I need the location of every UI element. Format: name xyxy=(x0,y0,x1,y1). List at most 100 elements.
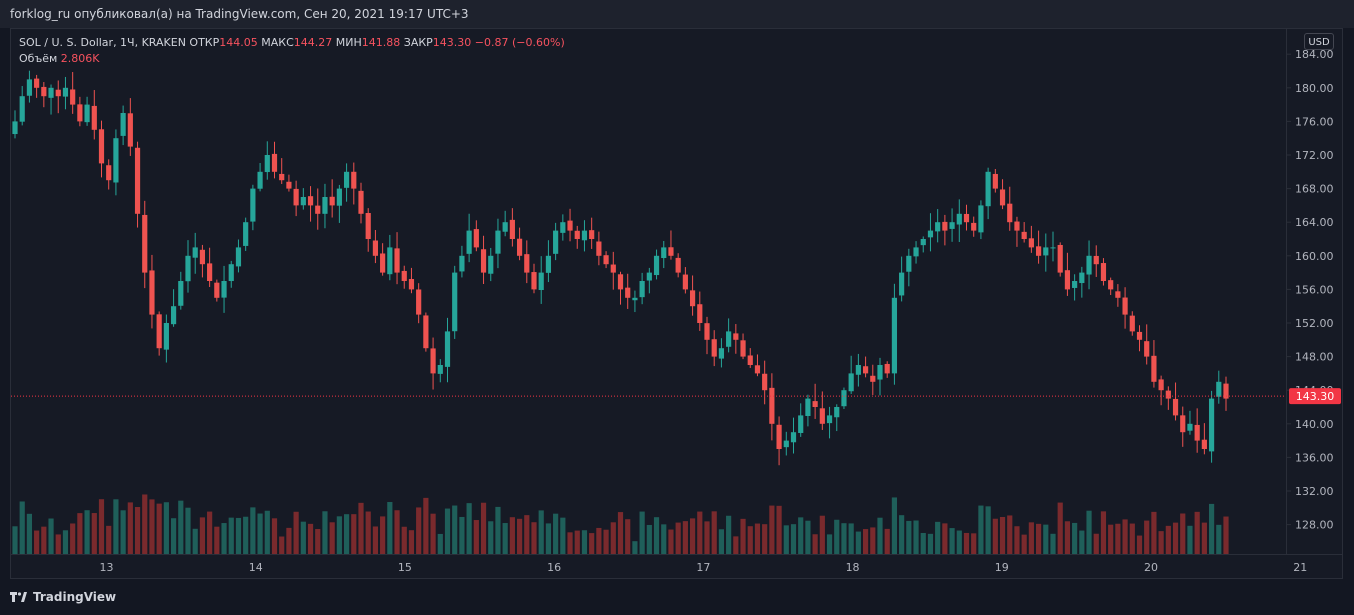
candle[interactable] xyxy=(185,240,191,293)
candle[interactable] xyxy=(884,361,890,378)
candle[interactable] xyxy=(697,291,703,331)
candle[interactable] xyxy=(682,267,688,294)
candle[interactable] xyxy=(430,337,436,390)
candle[interactable] xyxy=(271,141,278,179)
candle[interactable] xyxy=(163,314,169,363)
candle[interactable] xyxy=(935,209,941,243)
candle[interactable] xyxy=(1028,225,1034,253)
candle[interactable] xyxy=(408,267,415,294)
candle[interactable] xyxy=(473,220,479,252)
candle[interactable] xyxy=(1208,390,1215,463)
candle[interactable] xyxy=(502,210,508,237)
candle[interactable] xyxy=(70,72,76,114)
candle[interactable] xyxy=(726,318,732,353)
candle[interactable] xyxy=(243,217,249,251)
candle[interactable] xyxy=(891,283,898,385)
candle[interactable] xyxy=(812,383,818,419)
candle[interactable] xyxy=(1050,231,1056,262)
candle[interactable] xyxy=(538,256,544,304)
candle[interactable] xyxy=(149,254,155,329)
candle[interactable] xyxy=(992,169,998,193)
candle[interactable] xyxy=(675,253,681,278)
candle[interactable] xyxy=(1007,186,1013,231)
candle[interactable] xyxy=(1216,370,1222,404)
candle[interactable] xyxy=(1122,287,1128,329)
candle[interactable] xyxy=(488,247,494,282)
candle[interactable] xyxy=(199,244,206,278)
candle[interactable] xyxy=(754,354,761,377)
candle[interactable] xyxy=(581,220,588,252)
candle[interactable] xyxy=(300,188,306,210)
candle[interactable] xyxy=(1108,277,1114,295)
candle[interactable] xyxy=(805,394,811,427)
candle[interactable] xyxy=(668,230,674,260)
candle[interactable] xyxy=(41,82,47,108)
candle[interactable] xyxy=(985,167,991,220)
candle[interactable] xyxy=(913,241,919,264)
candle[interactable] xyxy=(207,247,213,287)
candle[interactable] xyxy=(91,90,97,140)
candle[interactable] xyxy=(459,245,465,278)
candle[interactable] xyxy=(329,179,335,218)
candle[interactable] xyxy=(1100,258,1107,286)
candle[interactable] xyxy=(365,208,371,252)
candle[interactable] xyxy=(783,431,789,456)
candlestick-chart[interactable] xyxy=(11,29,1286,554)
time-axis[interactable]: 13 14 15 16 17 18 19 20 21 xyxy=(11,554,1342,578)
candle[interactable] xyxy=(480,235,487,285)
candle[interactable] xyxy=(740,333,746,360)
candle[interactable] xyxy=(906,248,912,287)
candle[interactable] xyxy=(1057,242,1063,277)
candle[interactable] xyxy=(646,267,652,294)
candle[interactable] xyxy=(1064,252,1071,296)
candle[interactable] xyxy=(762,360,768,405)
candle[interactable] xyxy=(127,98,133,156)
candle[interactable] xyxy=(250,184,256,231)
candle[interactable] xyxy=(776,416,782,466)
candle[interactable] xyxy=(545,240,552,283)
candle[interactable] xyxy=(466,213,472,263)
candle[interactable] xyxy=(855,353,861,387)
candle[interactable] xyxy=(1129,311,1135,336)
candle[interactable] xyxy=(372,230,379,264)
candle[interactable] xyxy=(769,373,775,441)
candle[interactable] xyxy=(574,225,580,249)
candle[interactable] xyxy=(221,265,227,313)
candle[interactable] xyxy=(307,186,314,222)
candle[interactable] xyxy=(920,236,926,253)
currency-button[interactable]: USD xyxy=(1304,33,1334,50)
candle[interactable] xyxy=(134,141,141,228)
candle[interactable] xyxy=(971,216,977,237)
candle[interactable] xyxy=(790,417,797,454)
candle[interactable] xyxy=(589,217,595,249)
chart-plot-area[interactable]: SOL / U. S. Dollar, 1Ч, KRAKEN ОТКР144.0… xyxy=(11,29,1286,554)
candle[interactable] xyxy=(1043,233,1049,272)
candle[interactable] xyxy=(689,275,696,316)
candle[interactable] xyxy=(711,330,717,367)
candle[interactable] xyxy=(156,311,162,356)
candle[interactable] xyxy=(978,200,984,240)
candle[interactable] xyxy=(416,283,422,324)
candle[interactable] xyxy=(1093,245,1099,277)
candle[interactable] xyxy=(949,208,955,242)
candle[interactable] xyxy=(293,180,299,217)
candle[interactable] xyxy=(192,232,198,274)
candle[interactable] xyxy=(509,208,515,247)
candle[interactable] xyxy=(343,163,350,202)
candle[interactable] xyxy=(826,406,833,439)
candle[interactable] xyxy=(653,249,660,280)
candle[interactable] xyxy=(798,403,804,437)
candle[interactable] xyxy=(942,214,948,246)
candle[interactable] xyxy=(387,234,393,281)
candle[interactable] xyxy=(315,188,321,230)
candle[interactable] xyxy=(963,204,970,231)
candle[interactable] xyxy=(567,208,573,242)
candle[interactable] xyxy=(956,199,962,243)
candle[interactable] xyxy=(120,105,126,146)
candle[interactable] xyxy=(899,256,905,302)
candle[interactable] xyxy=(747,348,753,368)
candle[interactable] xyxy=(610,251,616,290)
candle[interactable] xyxy=(1151,340,1157,388)
candle[interactable] xyxy=(178,271,184,310)
candle[interactable] xyxy=(84,96,90,126)
